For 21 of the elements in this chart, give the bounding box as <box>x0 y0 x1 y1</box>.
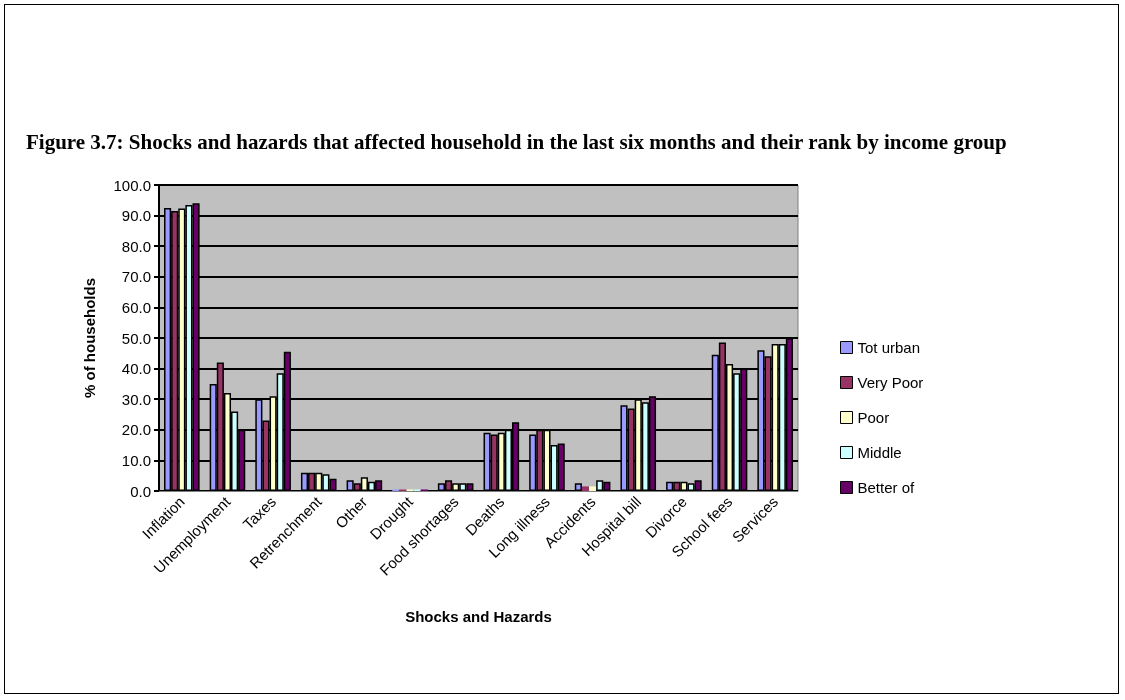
y-tick-label: 20.0 <box>121 421 151 439</box>
y-tick-label: 70.0 <box>121 268 151 286</box>
y-tick-label: 10.0 <box>121 451 151 469</box>
legend-label: Middle <box>857 444 902 461</box>
x-axis-title: Shocks and Hazards <box>405 608 552 625</box>
legend-label: Better of <box>857 479 916 496</box>
y-tick-label: 60.0 <box>121 298 151 316</box>
y-tick-label: 50.0 <box>121 329 151 347</box>
y-tick-label: 30.0 <box>121 390 151 408</box>
chart-title: Figure 3.7: Shocks and hazards that affected household in the last six months and their rank by income group <box>26 129 1008 156</box>
legend-label: Very Poor <box>857 374 924 391</box>
y-axis-title: % of households <box>81 278 98 398</box>
bar <box>589 486 597 491</box>
legend-label: Poor <box>857 409 890 426</box>
y-tick-label: 80.0 <box>121 237 151 255</box>
y-tick-label: 0.0 <box>130 482 151 500</box>
y-tick-label: 90.0 <box>121 207 151 225</box>
y-tick-label: 100.0 <box>113 176 151 194</box>
bar <box>581 486 590 491</box>
y-tick-label: 40.0 <box>121 360 151 378</box>
legend-label: Tot urban <box>857 339 921 356</box>
